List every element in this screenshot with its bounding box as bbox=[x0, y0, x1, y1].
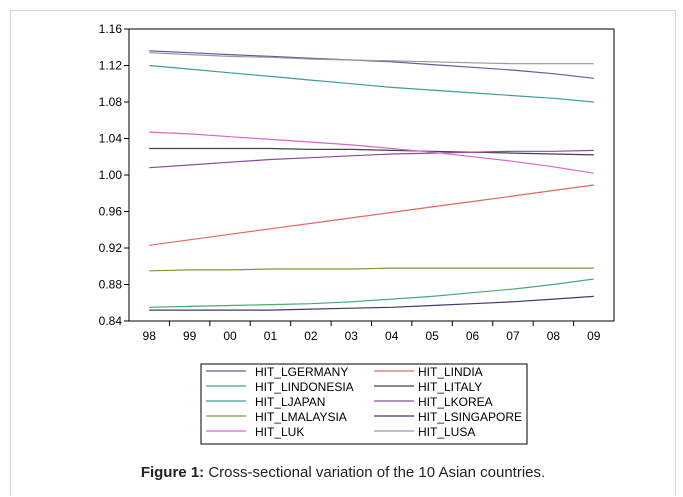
y-tick-label: 1.16 bbox=[99, 22, 123, 36]
x-tick-label: 06 bbox=[466, 329, 480, 343]
series-lines bbox=[149, 50, 594, 311]
legend-label-hit-lusa: HIT_LUSA bbox=[418, 425, 475, 439]
y-tick-label: 0.92 bbox=[99, 241, 123, 255]
y-tick-label: 1.00 bbox=[99, 168, 123, 182]
figure-frame bbox=[10, 10, 676, 496]
y-tick-label: 0.96 bbox=[99, 205, 123, 219]
legend-label-hit-lindonesia: HIT_LINDONESIA bbox=[255, 380, 354, 394]
series-line-hit-lindia bbox=[149, 184, 594, 246]
caption-prefix: Figure 1: bbox=[140, 464, 205, 481]
y-tick-label: 1.12 bbox=[99, 59, 123, 73]
series-line-hit-lsingapore bbox=[149, 295, 594, 311]
series-line-hit-lusa bbox=[149, 52, 594, 65]
legend-label-hit-ljapan: HIT_LJAPAN bbox=[255, 395, 325, 409]
y-tick-label: 0.84 bbox=[99, 314, 123, 328]
legend-label-hit-lgermany: HIT_LGERMANY bbox=[255, 365, 348, 379]
series-line-hit-lmalaysia bbox=[149, 267, 594, 272]
x-tick-label: 03 bbox=[345, 329, 359, 343]
x-tick-label: 09 bbox=[587, 329, 601, 343]
y-tick-label: 1.08 bbox=[99, 95, 123, 109]
x-axis: 98 99 00 01 02 03 04 05 06 07 08 09 bbox=[143, 321, 601, 343]
legend-box bbox=[200, 363, 528, 445]
figure-caption: Figure 1: Cross-sectional variation of t… bbox=[10, 464, 676, 481]
x-tick-label: 05 bbox=[425, 329, 439, 343]
y-tick-label: 0.88 bbox=[99, 278, 123, 292]
legend-label-hit-lsingapore: HIT_LSINGAPORE bbox=[418, 410, 522, 424]
x-tick-label: 04 bbox=[385, 329, 399, 343]
legend-label-hit-lmalaysia: HIT_LMALAYSIA bbox=[255, 410, 347, 424]
x-tick-label: 99 bbox=[183, 329, 197, 343]
x-tick-label: 02 bbox=[304, 329, 318, 343]
y-tick-label: 1.04 bbox=[99, 132, 123, 146]
x-tick-label: 08 bbox=[547, 329, 561, 343]
x-tick-label: 98 bbox=[143, 329, 157, 343]
series-line-hit-ljapan bbox=[149, 64, 594, 103]
x-tick-label: 00 bbox=[223, 329, 237, 343]
series-line-hit-litaly bbox=[149, 147, 594, 156]
y-axis: 0.84 0.88 0.92 0.96 1.00 1.04 1.08 1.12 1.16 bbox=[99, 22, 129, 328]
x-tick-label: 01 bbox=[264, 329, 278, 343]
legend-label-hit-litaly: HIT_LITALY bbox=[418, 380, 482, 394]
x-tick-label: 07 bbox=[506, 329, 520, 343]
series-line-hit-lkorea bbox=[149, 149, 594, 169]
series-line-hit-luk bbox=[149, 131, 594, 174]
series-line-hit-lindonesia bbox=[149, 278, 594, 308]
legend-label-hit-luk: HIT_LUK bbox=[255, 425, 304, 439]
caption-text: Cross-sectional variation of the 10 Asia… bbox=[208, 464, 546, 481]
legend-label-hit-lindia: HIT_LINDIA bbox=[418, 365, 483, 379]
legend-label-hit-lkorea: HIT_LKOREA bbox=[418, 395, 493, 409]
